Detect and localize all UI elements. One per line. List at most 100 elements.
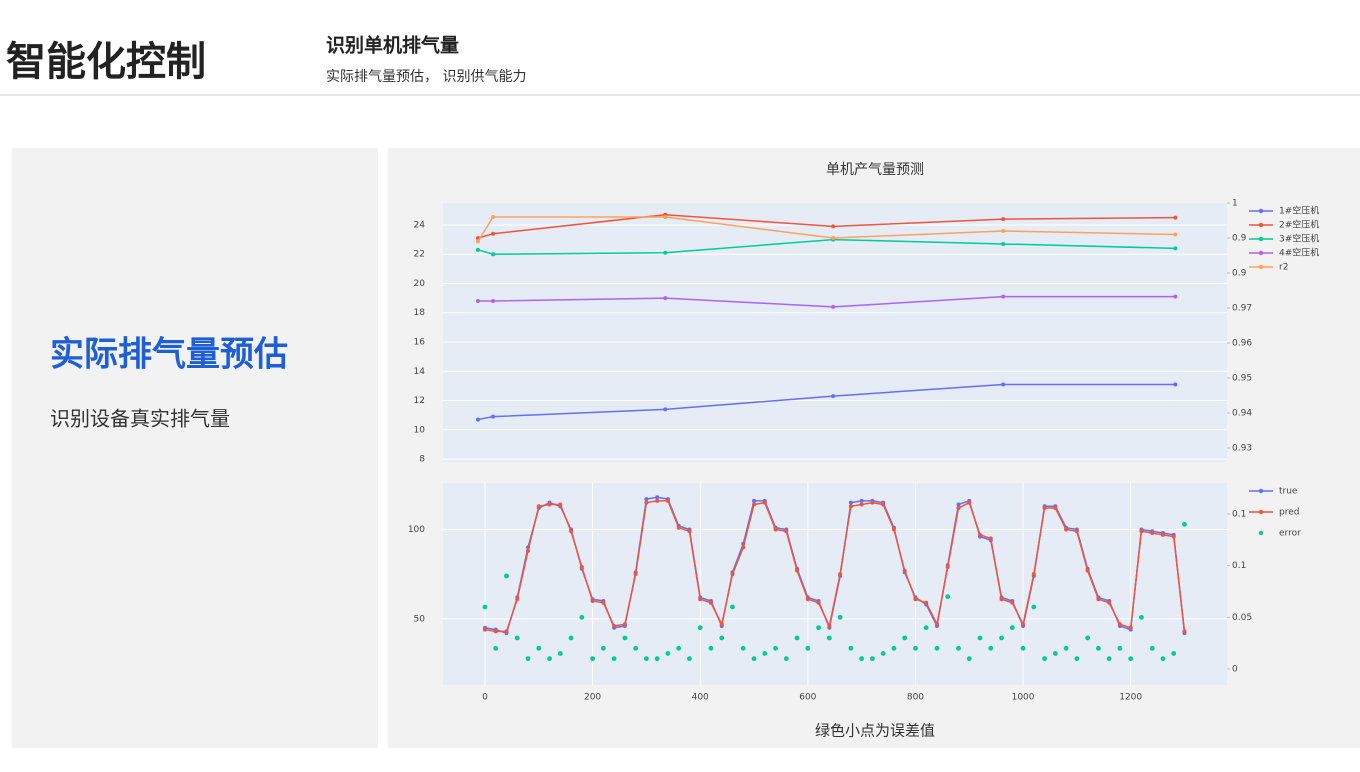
data-point xyxy=(773,645,778,651)
data-point xyxy=(590,656,595,662)
data-point xyxy=(752,498,757,503)
data-point xyxy=(831,236,836,240)
y2-tick-label: 0.1 xyxy=(1232,509,1246,519)
data-point xyxy=(526,548,531,553)
left-panel xyxy=(12,148,378,748)
legend-marker xyxy=(1258,488,1264,494)
data-point xyxy=(1052,651,1058,656)
x-tick-label: 1200 xyxy=(1119,693,1142,703)
legend-label: 4#空压机 xyxy=(1279,247,1319,259)
data-point xyxy=(816,600,821,605)
data-point xyxy=(643,656,649,662)
data-point xyxy=(1063,645,1069,651)
data-point xyxy=(869,656,875,662)
panel-heading: 实际排气量预估 xyxy=(50,335,288,375)
y-tick-label: 20 xyxy=(414,279,426,289)
data-point xyxy=(784,529,789,534)
data-point xyxy=(504,573,509,579)
y-tick-label: 14 xyxy=(414,367,426,377)
data-point xyxy=(558,502,563,507)
data-point xyxy=(891,527,896,532)
data-point xyxy=(837,614,843,620)
data-point xyxy=(902,568,907,573)
data-point xyxy=(934,645,940,651)
data-point xyxy=(956,502,961,507)
data-point xyxy=(719,635,725,641)
data-point xyxy=(698,597,703,602)
y2-tick-label: 0 xyxy=(1232,664,1238,674)
x-tick-label: 600 xyxy=(799,693,816,703)
data-point xyxy=(482,627,487,632)
legend-label: error xyxy=(1279,529,1301,539)
data-point xyxy=(515,597,520,602)
data-point xyxy=(805,597,810,602)
y-tick-label: 12 xyxy=(414,396,425,406)
series-line xyxy=(477,238,1176,255)
data-point xyxy=(1173,232,1178,237)
data-point xyxy=(1074,656,1080,662)
data-point xyxy=(859,502,864,507)
data-point xyxy=(956,645,961,651)
data-point xyxy=(1053,506,1058,511)
data-point xyxy=(1042,656,1047,662)
data-point xyxy=(1085,635,1091,641)
data-point xyxy=(848,504,853,509)
data-point xyxy=(831,304,836,309)
data-point xyxy=(1020,645,1026,651)
legend-label: pred xyxy=(1279,508,1299,518)
data-point xyxy=(644,497,649,502)
data-point xyxy=(622,635,628,641)
y2-tick-label: 0.95 xyxy=(1232,374,1252,384)
data-point xyxy=(773,527,778,532)
data-point xyxy=(988,645,994,651)
data-point xyxy=(611,656,617,662)
y-tick-label: 50 xyxy=(414,614,426,624)
data-point xyxy=(569,529,574,534)
data-point xyxy=(923,625,929,631)
page-subtitle: 识别单机排气量 xyxy=(326,34,459,57)
legend-label: r2 xyxy=(1279,263,1288,273)
legend-marker xyxy=(1258,222,1264,228)
data-point xyxy=(475,299,480,304)
data-point xyxy=(622,622,627,627)
data-point xyxy=(945,565,950,570)
data-point xyxy=(1128,656,1134,662)
data-point xyxy=(730,604,735,610)
data-point xyxy=(1171,534,1176,539)
data-point xyxy=(633,645,639,651)
series-line xyxy=(477,383,1176,421)
data-point xyxy=(838,572,843,577)
data-point xyxy=(1182,629,1187,634)
x-tick-label: 800 xyxy=(907,693,924,703)
data-point xyxy=(493,645,499,651)
legend-marker xyxy=(1258,264,1264,270)
data-point xyxy=(663,250,668,255)
data-point xyxy=(687,529,692,534)
data-point xyxy=(601,600,606,605)
y2-tick-label: 0.1 xyxy=(1232,561,1246,571)
data-point xyxy=(491,252,496,257)
y2-tick-label: 0.94 xyxy=(1232,409,1252,419)
data-point xyxy=(579,565,584,570)
data-point xyxy=(1173,215,1178,220)
data-point xyxy=(665,651,671,656)
data-point xyxy=(491,215,496,219)
data-point xyxy=(1010,600,1015,605)
data-point xyxy=(719,622,724,627)
data-point xyxy=(1001,382,1006,387)
data-point xyxy=(1117,645,1123,651)
plot-area xyxy=(443,483,1227,685)
data-point xyxy=(1085,568,1090,573)
data-point xyxy=(1001,217,1006,222)
data-point xyxy=(1150,531,1155,536)
y-tick-label: 8 xyxy=(419,455,425,465)
data-point xyxy=(913,645,918,651)
data-point xyxy=(644,500,649,505)
data-point xyxy=(475,417,480,422)
data-point xyxy=(1096,597,1101,602)
data-point xyxy=(1160,656,1166,662)
data-point xyxy=(902,635,908,641)
data-point xyxy=(1173,294,1178,299)
x-tick-label: 0 xyxy=(482,693,488,703)
